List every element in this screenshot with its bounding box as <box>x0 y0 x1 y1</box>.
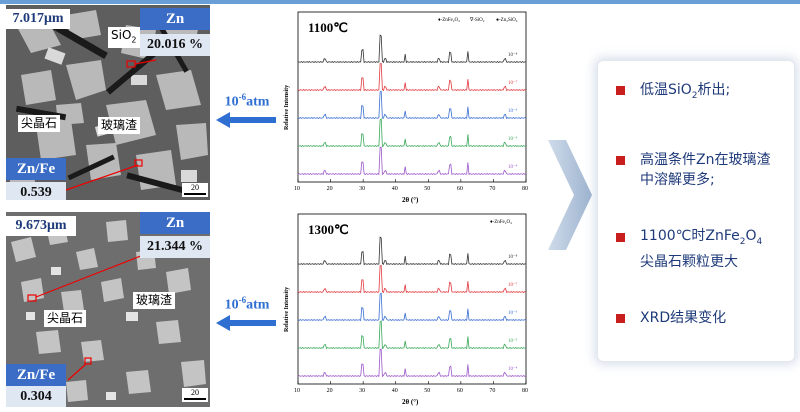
znfe-header: Zn/Fe <box>6 364 66 386</box>
xrd-plot: 1100℃ ♦-ZnFe₂O₄ ∇-SiO₂ ●-Zn₂SiO₄ Relativ… <box>284 11 528 204</box>
x-tick-label: 70 <box>489 186 495 192</box>
bullet-icon <box>616 86 625 95</box>
curve-label: 10⁻⁴ <box>508 366 518 372</box>
y-axis-label: Relative Intensity <box>284 287 290 332</box>
left-arrow-icon <box>216 315 276 331</box>
x-tick-label: 30 <box>359 388 365 394</box>
probe-marker-znfe <box>84 357 92 365</box>
znfe-value: 0.304 <box>6 386 66 407</box>
x-tick-label: 10 <box>294 186 300 192</box>
x-tick-label: 70 <box>489 388 495 394</box>
x-tick-label: 80 <box>522 186 528 192</box>
chevron-right-icon <box>548 140 592 250</box>
y-axis-label: Relative Intensity <box>284 85 290 130</box>
zn-header: Zn <box>140 212 210 234</box>
scale-value: 20 <box>191 388 199 397</box>
legend-item: ∇-SiO₂ <box>469 17 485 23</box>
spinel-label: 尖晶石 <box>44 310 87 327</box>
sio2-label: SiO2 <box>108 27 140 49</box>
atm-arrow-top: 10-6atm <box>216 92 278 132</box>
zn-value: 20.016 % <box>140 34 210 56</box>
particle-size-label: 9.673μm <box>6 216 76 236</box>
xrd-chart-1100: 1100℃ ♦-ZnFe₂O₄ ∇-SiO₂ ●-Zn₂SiO₄ Relativ… <box>280 10 535 204</box>
curve-label: 10⁻⁸ <box>508 52 518 58</box>
glass-slag-label: 玻璃渣 <box>98 117 141 134</box>
left-arrow-icon <box>216 112 276 128</box>
x-tick-label: 80 <box>522 388 528 394</box>
zn-value: 21.344 % <box>140 236 210 258</box>
xrd-curve <box>297 90 527 120</box>
xrd-curve <box>297 63 527 92</box>
curve-label: 10⁻⁴ <box>508 164 518 170</box>
zn-header: Zn <box>140 8 210 30</box>
x-tick-label: 40 <box>392 388 398 394</box>
curve-label: 10⁻⁵ <box>508 136 518 142</box>
scale-bar: 20 <box>182 388 208 402</box>
curve-label: 10⁻⁸ <box>508 254 518 260</box>
znfe-header: Zn/Fe <box>6 158 66 180</box>
summary-item-3: 1100℃时ZnFe2O4 尖晶石颗粒更大 <box>640 228 763 270</box>
summary-item-4: XRD结果变化 <box>640 310 727 326</box>
legend-item: ♦-ZnFe₂O₄ <box>438 18 460 23</box>
x-tick-label: 10 <box>294 388 300 394</box>
x-tick-label: 40 <box>392 186 398 192</box>
xrd-curve <box>297 236 527 266</box>
xrd-curve <box>297 320 527 350</box>
scale-value: 20 <box>191 183 199 192</box>
summary-item-2: 高温条件Zn在玻璃渣中溶解更多; <box>640 152 771 188</box>
spinel-label: 尖晶石 <box>18 115 61 132</box>
xrd-plot: 1300℃ ♦-ZnFe₂O₄ Relative Intensity 2θ (°… <box>284 213 528 406</box>
top-accent-bar <box>0 0 800 4</box>
sem-image-1300: 9.673μm Zn 21.344 % 玻璃渣 尖晶石 Zn/Fe 0.304 … <box>6 212 210 407</box>
summary-item-1: 低温SiO2析出; <box>640 82 731 101</box>
xrd-curve <box>297 34 527 64</box>
znfe-value: 0.539 <box>6 182 66 200</box>
atm-arrow-bottom: 10-6atm <box>216 295 278 335</box>
x-axis-label: 2θ (°) <box>402 398 419 406</box>
x-tick-label: 60 <box>457 388 463 394</box>
xrd-curve <box>297 265 527 294</box>
x-tick-label: 20 <box>327 388 333 394</box>
temperature-label: 1100℃ <box>308 20 348 35</box>
summary-panel: 低温SiO2析出; 高温条件Zn在玻璃渣中溶解更多; 1100℃时ZnFe2O4… <box>597 60 795 362</box>
temperature-label: 1300℃ <box>308 222 349 237</box>
xrd-curve <box>297 146 527 176</box>
x-tick-label: 30 <box>359 186 365 192</box>
curve-label: 10⁻⁶ <box>508 108 518 114</box>
x-tick-label: 50 <box>424 186 430 192</box>
xrd-chart-1300: 1300℃ ♦-ZnFe₂O₄ Relative Intensity 2θ (°… <box>280 212 535 406</box>
bullet-icon <box>616 314 625 323</box>
x-axis-label: 2θ (°) <box>402 196 419 204</box>
atm-label: 10-6atm <box>224 92 270 110</box>
glass-slag-label: 玻璃渣 <box>133 292 176 309</box>
curve-label: 10⁻⁵ <box>508 338 518 344</box>
legend-item: ●-Zn₂SiO₄ <box>496 18 518 23</box>
atm-label: 10-6atm <box>224 295 270 313</box>
xrd-curve <box>297 348 527 378</box>
probe-marker-znfe <box>134 159 143 167</box>
bullet-icon <box>616 233 625 242</box>
curve-label: 10⁻⁷ <box>508 80 518 86</box>
probe-marker-zn <box>27 294 37 302</box>
x-tick-label: 20 <box>327 186 333 192</box>
legend-item: ♦-ZnFe₂O₄ <box>490 220 512 225</box>
curve-label: 10⁻⁷ <box>508 282 518 288</box>
x-tick-label: 50 <box>424 388 430 394</box>
particle-size-label: 7.017μm <box>6 9 70 29</box>
curve-label: 10⁻⁶ <box>508 310 518 316</box>
xrd-curve <box>297 292 527 322</box>
x-tick-label: 60 <box>457 186 463 192</box>
sem-image-1100: 7.017μm SiO2 Zn 20.016 % 尖晶石 玻璃渣 Zn/Fe 0… <box>6 5 210 200</box>
bullet-icon <box>616 156 625 165</box>
xrd-curve <box>297 118 527 148</box>
scale-bar: 20 <box>182 183 208 197</box>
